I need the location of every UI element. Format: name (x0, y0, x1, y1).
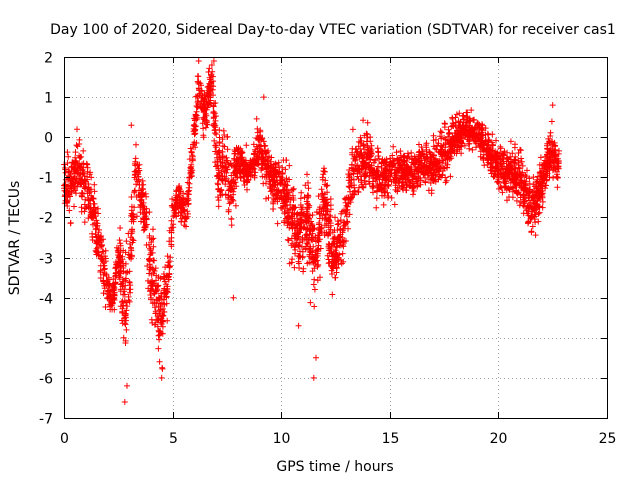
y-tick-label: -4 (39, 292, 53, 308)
x-tick-label: 25 (599, 431, 617, 447)
data-points (61, 58, 562, 405)
axis-ticks: 0 5 10 15 20 25 -7 -6 -5 -4 -3 -2 -1 0 1 2 (39, 51, 616, 448)
x-axis-label: GPS time / hours (276, 459, 393, 475)
y-tick-label: -5 (39, 332, 53, 348)
y-axis-label: SDTVAR / TECUs (7, 181, 23, 296)
y-tick-label: -3 (39, 252, 53, 268)
y-tick-label: -2 (39, 211, 53, 227)
x-tick-label: 0 (60, 431, 69, 447)
y-tick-label: -7 (39, 412, 53, 428)
scatter-marks (61, 58, 562, 405)
y-tick-label: 2 (44, 51, 53, 67)
y-tick-label: -6 (39, 372, 53, 388)
x-tick-label: 15 (382, 431, 400, 447)
chart-title: Day 100 of 2020, Sidereal Day-to-day VTE… (50, 22, 616, 38)
x-tick-label: 10 (273, 431, 291, 447)
x-tick-label: 20 (490, 431, 508, 447)
y-tick-label: 1 (44, 91, 53, 107)
x-tick-label: 5 (169, 431, 178, 447)
y-tick-label: -1 (39, 171, 53, 187)
plot-frame (64, 57, 608, 419)
y-tick-label: 0 (44, 131, 53, 147)
